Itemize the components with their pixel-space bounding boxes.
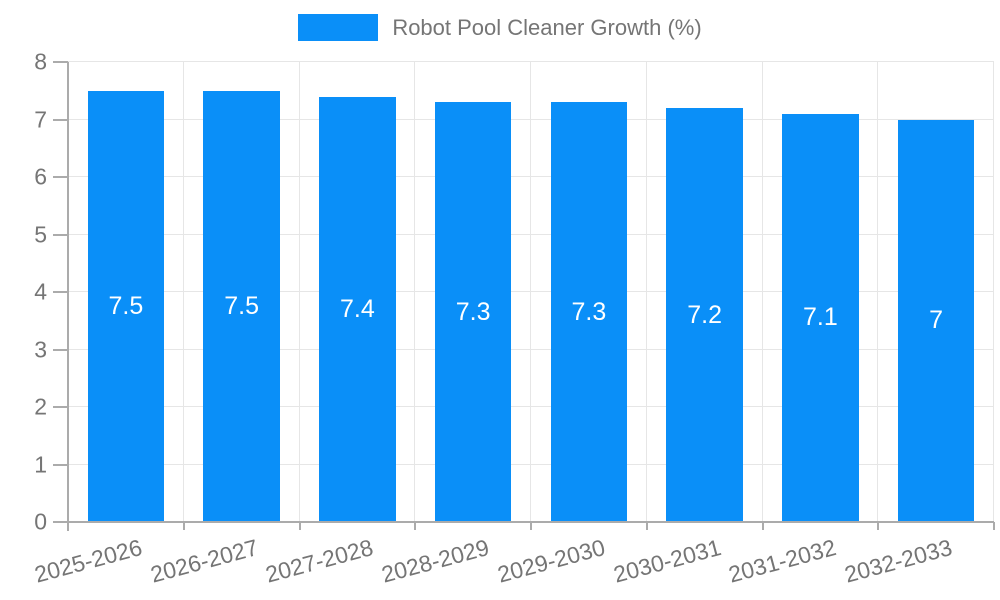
gridline-vertical [298, 62, 300, 522]
gridline-horizontal [68, 118, 994, 120]
y-axis-line [67, 62, 69, 531]
x-axis-tick-label: 2029-2030 [494, 534, 608, 588]
gridline-horizontal [68, 463, 994, 465]
gridline-horizontal [68, 61, 994, 62]
bars-container: 7.5 2025-2026 7.5 2026-2027 7.4 2027-2028 7.3 2… [32, 62, 994, 588]
y-axis-tick [53, 521, 68, 523]
x-axis-tick-label: 2027-2028 [263, 534, 377, 588]
bar[interactable]: 7 [897, 119, 975, 522]
bar-value-label: 7.2 [687, 300, 722, 329]
x-axis-tick [530, 522, 532, 530]
legend-label: Robot Pool Cleaner Growth (%) [392, 14, 702, 40]
y-axis-tick [53, 176, 68, 178]
y-axis-tick-label: 7 [34, 106, 47, 132]
x-axis-tick [645, 522, 648, 530]
x-axis-tick [182, 522, 185, 530]
bar-value-label: 7 [929, 306, 944, 335]
bar[interactable]: 7.2 [666, 108, 743, 522]
y-axis-tick [53, 348, 68, 351]
gridline-vertical [877, 62, 879, 522]
y-axis-tick [53, 291, 68, 293]
gridline-vertical [645, 62, 647, 522]
bar[interactable]: 7.4 [319, 96, 396, 522]
gridline-vertical [993, 62, 994, 522]
legend: Robot Pool Cleaner Growth (%) [0, 14, 1000, 41]
bar-group: 7.3 2029-2030 [495, 62, 647, 588]
gridline-horizontal [68, 406, 994, 407]
bar[interactable]: 7.3 [434, 102, 512, 522]
gridline-vertical [530, 62, 531, 522]
bar-group: 7.5 2026-2027 [147, 62, 300, 588]
gridline-vertical [414, 62, 416, 522]
x-axis-tick [877, 522, 880, 530]
x-axis-tick-label: 2032-2033 [841, 534, 955, 588]
gridline-vertical [182, 62, 184, 522]
x-axis-tick-label: 2030-2031 [610, 534, 724, 588]
bar-value-label: 7.4 [339, 294, 375, 323]
y-axis-tick-label: 8 [34, 48, 47, 75]
y-axis-tick-label: 2 [34, 393, 47, 420]
bar-value-label: 7.5 [224, 291, 259, 320]
y-axis-tick [53, 463, 68, 466]
x-axis-tick-label: 2028-2029 [378, 534, 492, 588]
bar-value-label: 7.3 [455, 297, 491, 326]
x-axis-tick-label: 2026-2027 [147, 534, 261, 588]
legend-item[interactable]: Robot Pool Cleaner Growth (%) [298, 14, 702, 41]
x-axis-tick [414, 522, 417, 530]
y-axis-tick-label: 3 [34, 336, 47, 362]
y-axis-tick [53, 233, 68, 236]
y-axis-tick-label: 5 [34, 221, 47, 247]
bar-group: 7.3 2028-2029 [379, 62, 531, 588]
bar[interactable]: 7.5 [203, 90, 280, 522]
bar[interactable]: 7.5 [87, 90, 165, 522]
y-axis-tick [53, 118, 68, 121]
gridline-horizontal [68, 348, 994, 350]
bar-value-label: 7.5 [108, 291, 144, 320]
x-axis-tick [298, 522, 301, 530]
y-axis-tick-label: 0 [34, 508, 47, 535]
bar-value-label: 7.3 [571, 297, 607, 326]
x-axis-tick [993, 522, 995, 530]
y-axis-tick-label: 4 [34, 278, 47, 305]
bar[interactable]: 7.1 [782, 113, 859, 522]
gridline-horizontal [68, 233, 994, 235]
gridline-vertical [761, 62, 763, 522]
bar-group: 7.5 2025-2026 [32, 62, 184, 588]
x-axis-tick [761, 522, 764, 530]
gridline-horizontal [68, 291, 994, 292]
bar-group: 7.2 2030-2031 [610, 62, 763, 588]
bar-group: 7 2032-2033 [842, 62, 994, 588]
bar[interactable]: 7.3 [550, 102, 628, 522]
y-axis-tick-label: 1 [34, 451, 47, 477]
legend-color-swatch [298, 14, 379, 41]
y-axis-tick-label: 6 [34, 163, 47, 190]
x-axis-tick-label: 2031-2032 [726, 534, 840, 588]
bar-value-label: 7.1 [802, 303, 838, 332]
bar-group: 7.1 2031-2032 [726, 62, 879, 588]
y-axis-tick [53, 406, 68, 408]
plot-area: 7.5 2025-2026 7.5 2026-2027 7.4 2027-2028 7.3 2… [32, 49, 995, 588]
y-axis-tick [53, 61, 68, 63]
x-axis-tick-label: 2025-2026 [31, 534, 145, 588]
x-axis-tick [67, 522, 69, 530]
gridline-horizontal [68, 176, 994, 177]
bar-group: 7.4 2027-2028 [263, 62, 416, 588]
